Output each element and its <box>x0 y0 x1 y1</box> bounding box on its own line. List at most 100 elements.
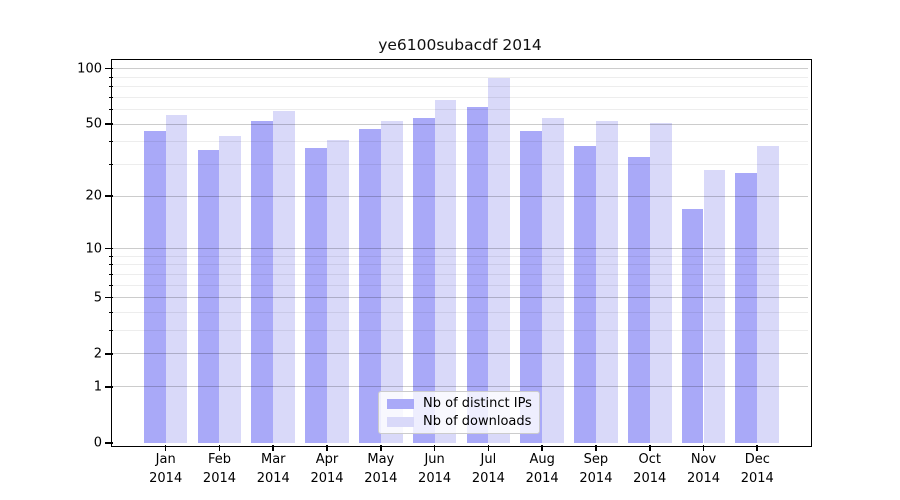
y-minor-tick-8 <box>109 264 113 266</box>
gridline-minor-40 <box>113 141 808 143</box>
bar-nb-of-downloads-nov <box>703 169 726 443</box>
bar-nb-of-downloads-may <box>380 120 403 443</box>
bar-nb-of-distinct-ips-nov <box>681 208 704 443</box>
y-minor-tick-7 <box>109 273 113 275</box>
bar-nb-of-downloads-feb <box>219 136 242 443</box>
bar-nb-of-downloads-jun <box>434 99 457 443</box>
bar-nb-of-downloads-dec <box>757 145 780 443</box>
x-tick-month-text: Sep <box>583 452 609 467</box>
x-tick-may <box>380 445 382 451</box>
gridline-minor-4 <box>113 311 808 313</box>
x-tick-oct <box>648 445 651 451</box>
y-tick-label-0: 0 <box>93 435 102 451</box>
x-tick-label-jul: Jul 2014 <box>456 451 520 488</box>
bar-nb-of-downloads-jan <box>165 115 188 443</box>
x-tick-mar <box>272 445 275 451</box>
x-tick-year-text: 2014 <box>579 470 613 486</box>
bar-nb-of-distinct-ips-aug <box>520 130 543 443</box>
y-major-tick-50 <box>105 123 113 125</box>
legend-item-downloads: Nb of downloads <box>387 414 531 429</box>
chart-title: ye6100subacdf 2014 <box>378 36 542 54</box>
x-tick-month-text: Feb <box>207 452 231 467</box>
x-tick-month-text: Jul <box>480 452 497 467</box>
x-tick-month-text: Jun <box>424 452 445 467</box>
bar-nb-of-distinct-ips-may <box>359 128 381 443</box>
y-tick-label-50: 50 <box>85 116 102 132</box>
x-tick-year-text: 2014 <box>471 470 505 486</box>
y-major-tick-10 <box>105 247 113 250</box>
bar-nb-of-downloads-sep <box>595 120 618 443</box>
bar-nb-of-downloads-oct <box>649 122 672 443</box>
x-tick-month-text: Oct <box>638 452 661 467</box>
gridline-major-100 <box>113 68 808 70</box>
legend-item-distinct-ips: Nb of distinct IPs <box>387 396 532 411</box>
y-tick-label-1: 1 <box>93 379 102 395</box>
x-tick-year-text: 2014 <box>525 470 559 486</box>
x-tick-year-text: 2014 <box>686 470 721 486</box>
gridline-minor-70 <box>113 96 808 98</box>
gridline-minor-7 <box>113 273 808 275</box>
legend-label-distinct-ips: Nb of distinct IPs <box>423 396 532 411</box>
x-tick-label-aug: Aug 2014 <box>510 451 574 488</box>
y-tick-label-20: 20 <box>85 188 102 204</box>
gridline-major-5 <box>113 297 808 299</box>
y-minor-tick-6 <box>109 284 113 286</box>
gridline-minor-6 <box>113 284 808 286</box>
x-tick-label-may: May 2014 <box>349 451 413 488</box>
x-tick-label-jan: Jan 2014 <box>134 451 198 488</box>
gridline-minor-3 <box>113 330 808 332</box>
x-tick-month-text: Jan <box>155 452 176 467</box>
x-tick-aug <box>541 445 543 451</box>
x-tick-month-text: Mar <box>260 452 286 467</box>
y-minor-tick-9 <box>109 255 113 257</box>
x-tick-year-text: 2014 <box>418 470 452 486</box>
y-major-tick-0 <box>105 442 113 444</box>
x-tick-year-text: 2014 <box>633 470 667 486</box>
bar-nb-of-downloads-aug <box>542 117 564 443</box>
y-major-tick-100 <box>105 67 113 70</box>
legend-swatch-downloads <box>387 416 414 427</box>
y-minor-tick-90 <box>109 76 113 78</box>
y-major-tick-2 <box>105 353 113 355</box>
y-minor-tick-70 <box>109 96 113 98</box>
x-tick-feb <box>218 445 221 451</box>
x-tick-sep <box>595 445 597 451</box>
gridline-minor-90 <box>113 76 808 78</box>
gridline-major-10 <box>113 248 808 249</box>
x-tick-label-nov: Nov 2014 <box>672 451 736 488</box>
x-tick-year-text: 2014 <box>256 470 290 486</box>
x-tick-label-jun: Jun 2014 <box>403 451 467 488</box>
bar-nb-of-distinct-ips-sep <box>574 145 596 443</box>
x-tick-month-text: May <box>367 452 395 467</box>
bar-nb-of-downloads-jul <box>488 78 511 443</box>
x-tick-nov <box>702 445 705 451</box>
x-tick-year-text: 2014 <box>202 470 237 486</box>
gridline-major-20 <box>113 195 808 197</box>
x-tick-label-sep: Sep 2014 <box>564 451 628 488</box>
gridline-major-1 <box>113 386 808 388</box>
bar-nb-of-distinct-ips-jun <box>412 117 435 443</box>
gridline-major-50 <box>113 123 808 125</box>
x-tick-label-apr: Apr 2014 <box>295 451 359 488</box>
bar-nb-of-downloads-mar <box>273 110 296 443</box>
bar-nb-of-downloads-apr <box>327 139 349 443</box>
y-tick-label-5: 5 <box>93 290 102 306</box>
x-tick-apr <box>326 445 328 451</box>
y-minor-tick-40 <box>109 141 113 143</box>
y-tick-label-100: 100 <box>77 61 102 77</box>
y-minor-tick-30 <box>109 163 113 165</box>
gridline-minor-9 <box>113 255 808 257</box>
x-tick-year-text: 2014 <box>740 470 774 486</box>
bar-nb-of-distinct-ips-jan <box>143 130 166 443</box>
x-tick-jun <box>433 445 436 451</box>
gridline-minor-30 <box>113 163 808 165</box>
y-major-tick-5 <box>105 296 113 299</box>
y-minor-tick-4 <box>109 311 113 313</box>
x-tick-label-mar: Mar 2014 <box>241 451 305 488</box>
y-minor-tick-80 <box>109 86 113 88</box>
x-tick-jan <box>164 445 167 451</box>
gridline-minor-8 <box>113 264 808 266</box>
x-tick-year-text: 2014 <box>149 470 183 486</box>
bar-nb-of-distinct-ips-mar <box>251 120 274 443</box>
x-tick-month-text: Dec <box>744 452 770 467</box>
